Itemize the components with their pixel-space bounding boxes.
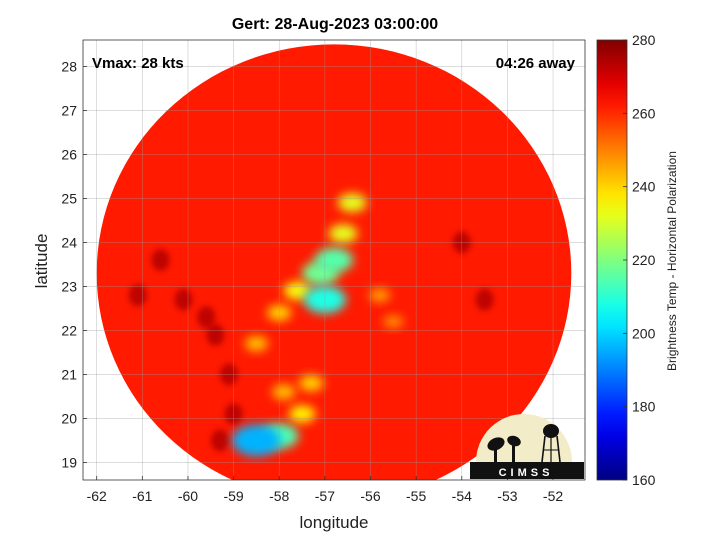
swath-layer — [96, 44, 572, 480]
feature-point — [314, 247, 354, 273]
colorbar-label: Brightness Temp - Horizontal Polarizatio… — [665, 151, 679, 371]
x-tick-label: -54 — [452, 488, 472, 504]
x-axis-ticks: -62 -61 -60 -59 -58 -57 -56 -55 -54 -53 -52 — [87, 476, 563, 504]
vmax-annotation: Vmax: 28 kts — [92, 55, 184, 72]
feature-point — [288, 405, 316, 423]
x-tick-label: -59 — [223, 488, 243, 504]
x-axis-label: longitude — [299, 513, 368, 532]
y-axis-ticks: 19 20 21 22 23 24 25 26 27 28 — [61, 58, 87, 470]
y-tick-label: 28 — [61, 58, 77, 74]
x-tick-label: -58 — [269, 488, 289, 504]
colorbar-tick-label: 280 — [632, 32, 656, 48]
warm-spot — [210, 429, 229, 452]
warm-spot — [475, 288, 494, 311]
feature-point — [337, 193, 367, 213]
x-tick-label: -61 — [132, 488, 152, 504]
y-axis-label: latitude — [32, 234, 51, 289]
warm-spot — [174, 288, 193, 311]
x-tick-label: -57 — [315, 488, 335, 504]
warm-spot — [128, 284, 147, 307]
x-tick-label: -52 — [543, 488, 563, 504]
feature-point — [369, 288, 391, 303]
time-away-annotation: 04:26 away — [496, 55, 576, 72]
cimss-logo: CIMSS — [470, 414, 584, 479]
x-tick-label: -55 — [406, 488, 426, 504]
chart-title: Gert: 28-Aug-2023 03:00:00 — [232, 16, 438, 33]
x-tick-label: -53 — [497, 488, 517, 504]
y-tick-label: 22 — [61, 322, 77, 338]
x-tick-label: -60 — [178, 488, 198, 504]
colorbar-tick-label: 180 — [632, 399, 656, 415]
colorbar — [596, 39, 628, 481]
warm-spot — [151, 249, 170, 271]
feature-point — [231, 424, 281, 457]
y-tick-label: 26 — [61, 146, 77, 162]
y-tick-label: 24 — [61, 234, 77, 250]
feature-point — [383, 315, 404, 329]
y-tick-label: 20 — [61, 410, 77, 426]
colorbar-tick-label: 240 — [632, 179, 656, 195]
y-tick-label: 25 — [61, 190, 77, 206]
colorbar-tick-label: 200 — [632, 325, 656, 341]
colorbar-tick-label: 260 — [632, 105, 656, 121]
warm-spot — [197, 306, 216, 329]
grid-lines — [83, 40, 585, 480]
colorbar-tick-label: 160 — [632, 472, 656, 488]
y-tick-label: 27 — [61, 102, 77, 118]
feature-point — [299, 375, 324, 392]
x-tick-label: -56 — [360, 488, 380, 504]
warm-spot — [206, 323, 225, 346]
feature-point — [272, 384, 296, 400]
y-tick-label: 19 — [61, 454, 77, 470]
y-tick-label: 23 — [61, 278, 77, 294]
x-tick-label: -62 — [87, 488, 107, 504]
plot-frame — [82, 39, 586, 481]
feature-point — [328, 224, 358, 243]
y-tick-label: 21 — [61, 366, 77, 382]
colorbar-ticks: 160 180 200 220 240 260 280 — [623, 32, 656, 488]
colorbar-tick-label: 220 — [632, 252, 656, 268]
feature-point — [244, 336, 269, 352]
logo-text: CIMSS — [499, 467, 554, 479]
